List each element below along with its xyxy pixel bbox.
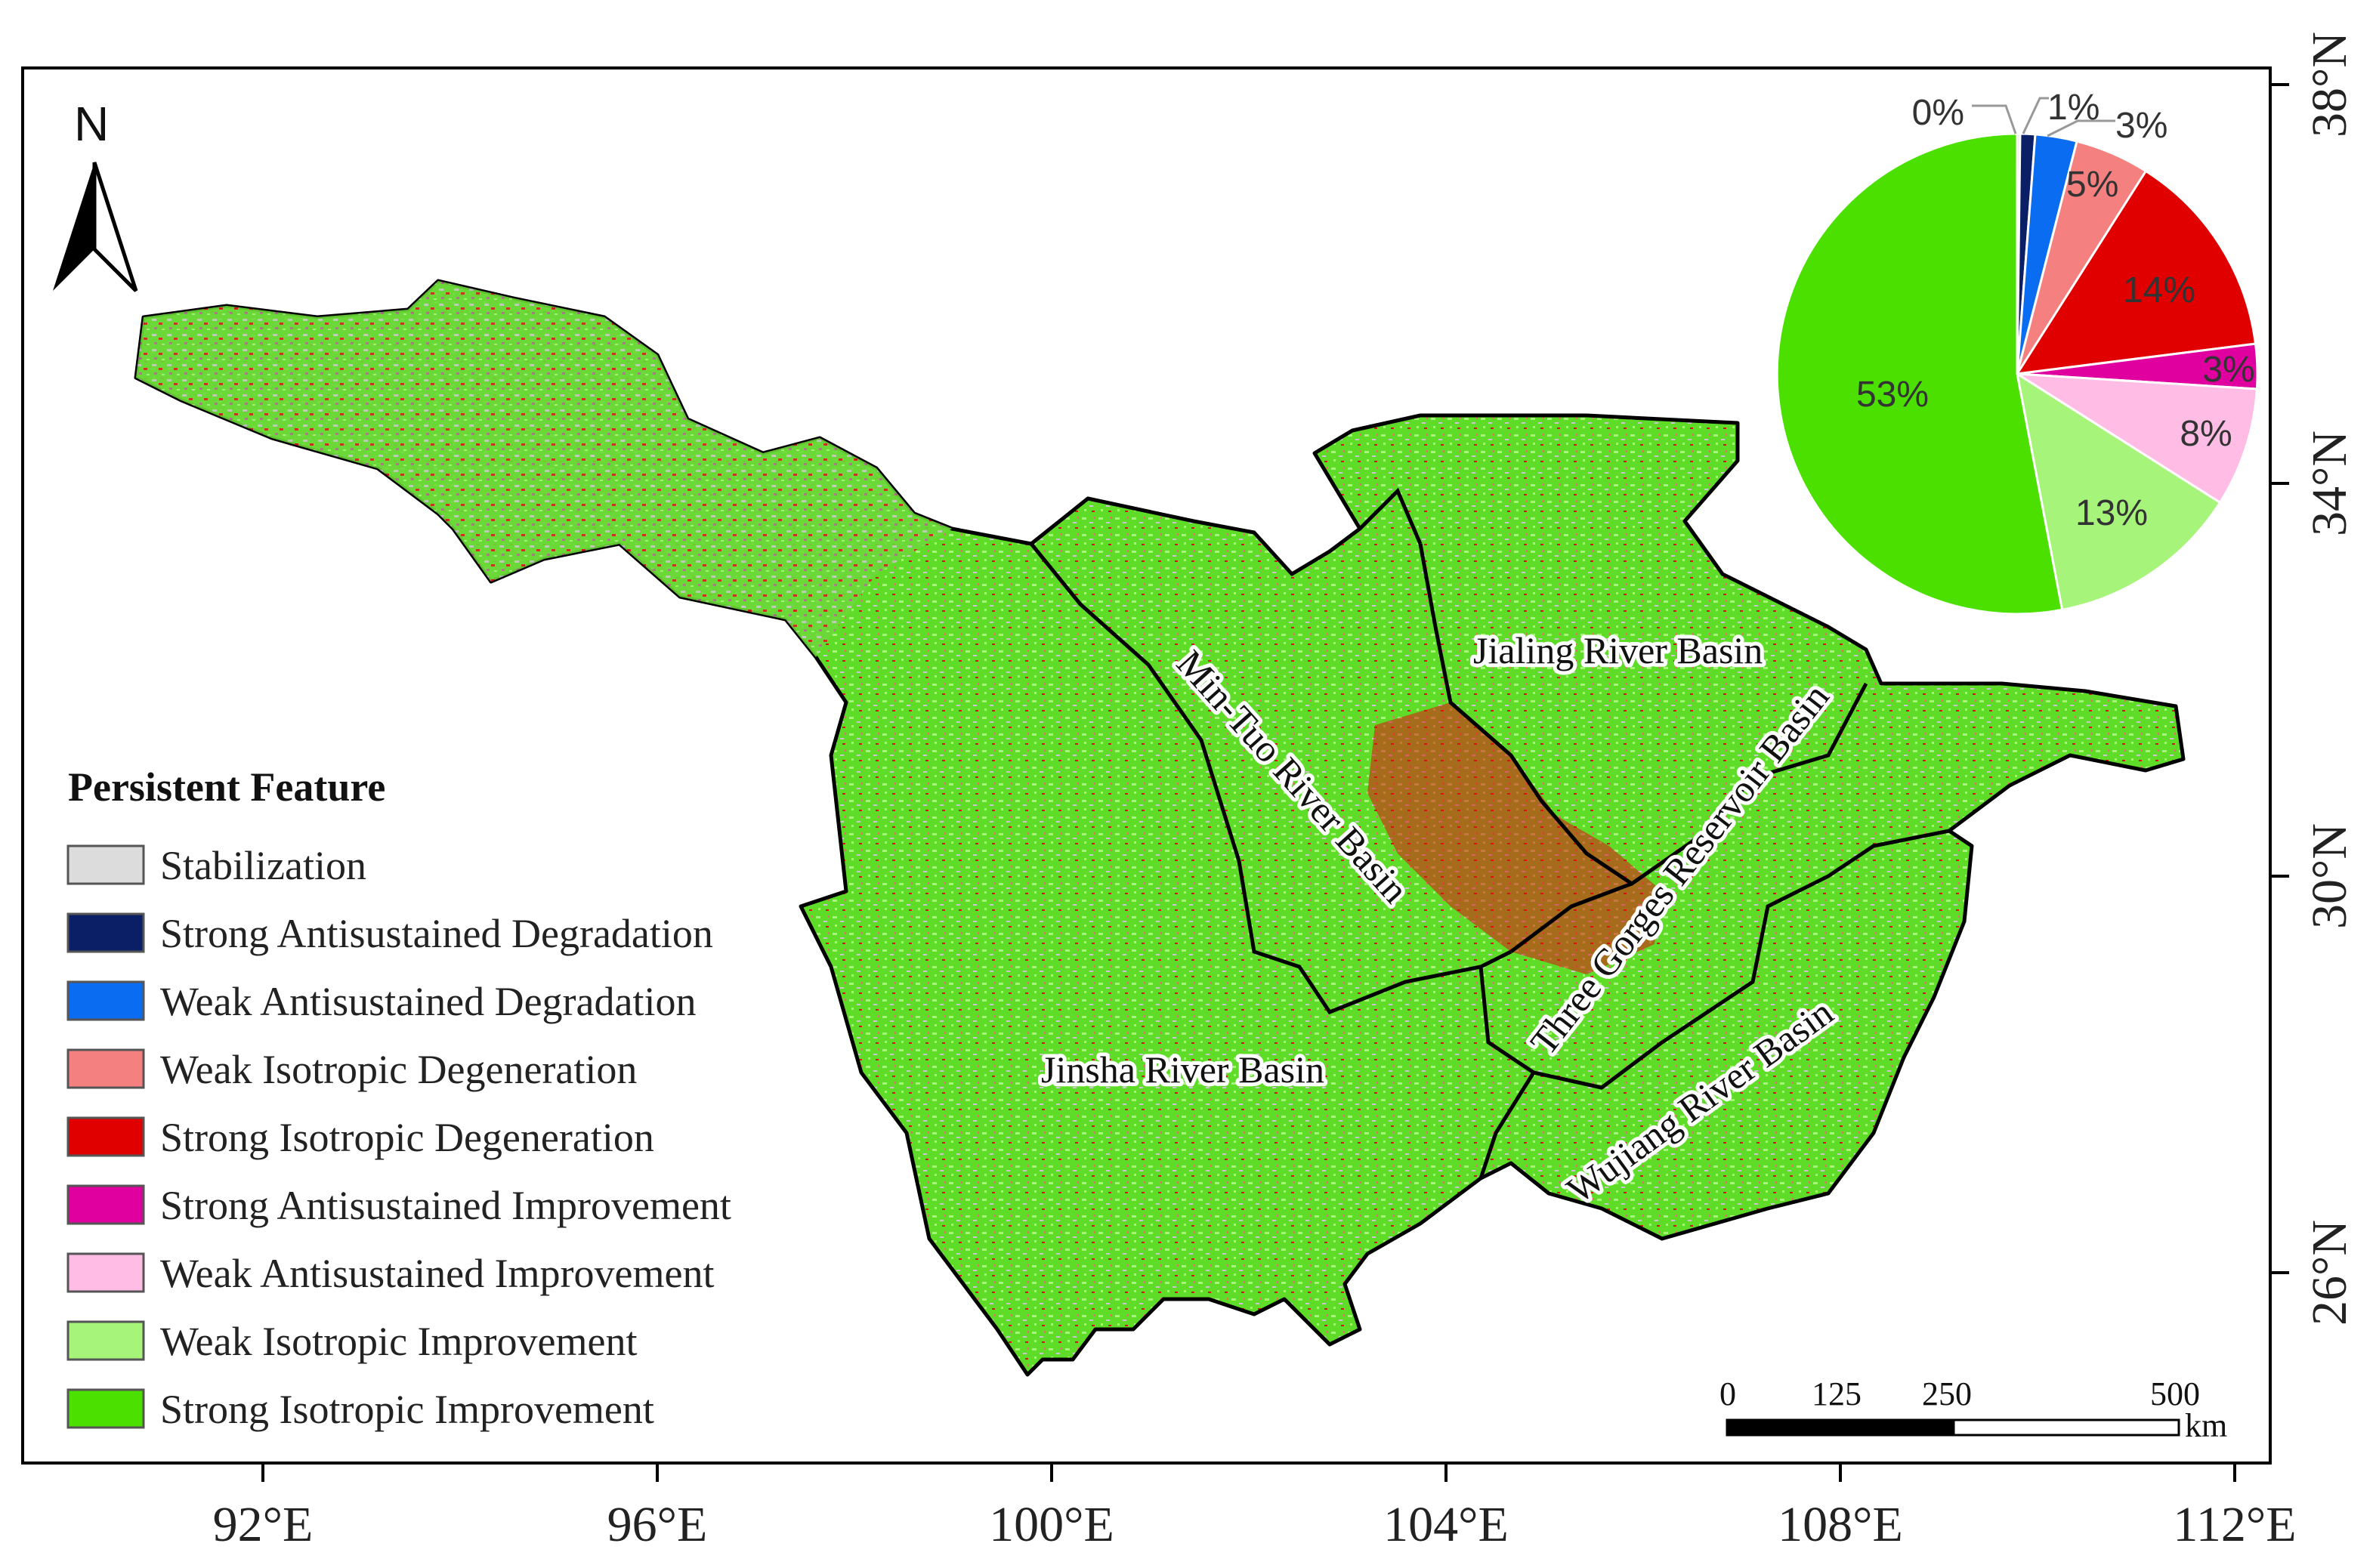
pie-slice-label: 3% <box>2202 350 2254 390</box>
legend-label: Weak Isotropic Degeneration <box>160 1047 637 1092</box>
legend-swatch <box>66 1116 145 1157</box>
x-tick-label: 96°E <box>607 1497 708 1552</box>
boundary-wujiang-north <box>1478 829 1950 1090</box>
legend-swatch <box>66 912 145 953</box>
sichuan-degradation-zone <box>1367 702 1662 974</box>
legend-swatch <box>66 1388 145 1429</box>
legend-swatch <box>66 1252 145 1293</box>
legend-label: Strong Isotropic Improvement <box>160 1387 654 1432</box>
pie-slice-label: 5% <box>2066 165 2118 205</box>
legend: Persistent Feature Stabilization Strong A… <box>66 764 731 1432</box>
y-tick-label: 30°N <box>2302 823 2357 929</box>
pie-slice-label: 0% <box>1912 93 1964 133</box>
north-arrow-left-half <box>53 162 94 291</box>
legend-label: Strong Antisustained Degradation <box>160 911 713 956</box>
basin-label-jinsha: Jinsha River Basin <box>1041 1048 1324 1091</box>
legend-items: Stabilization Strong Antisustained Degrad… <box>66 843 731 1432</box>
x-tick-label: 108°E <box>1778 1497 1903 1552</box>
boundary-jialing-north <box>1358 487 1423 545</box>
basin-label-jialing: Jialing River Basin <box>1473 629 1763 671</box>
x-tick-label: 100°E <box>989 1497 1114 1552</box>
boundary-wujiang-west <box>1478 1071 1536 1179</box>
north-arrow-right-half <box>92 162 138 292</box>
legend-swatch <box>66 1048 145 1089</box>
pie-slice <box>2015 169 2257 375</box>
boundary-three-gorges <box>1509 682 1868 953</box>
boundary-jinsha-mintuo <box>1030 542 1512 1015</box>
y-tick-label: 26°N <box>2302 1220 2357 1326</box>
pie-slice-label: 3% <box>2115 106 2167 146</box>
legend-swatch <box>66 1184 145 1225</box>
legend-label: Weak Antisustained Degradation <box>160 979 696 1024</box>
pie-slice-label: 13% <box>2075 493 2148 533</box>
pie-leader-line <box>1972 104 2017 134</box>
pie-slice <box>2016 372 2258 505</box>
legend-label: Strong Antisustained Improvement <box>160 1183 731 1228</box>
x-tick-label: 112°E <box>2173 1497 2296 1552</box>
north-arrow-label: N <box>74 97 109 151</box>
scale-tick-250: 250 <box>1922 1375 1972 1412</box>
y-tick-label: 38°N <box>2302 32 2357 137</box>
boundary-mintuo-jialing <box>1418 543 1633 886</box>
scale-bar-white-segment <box>1952 1418 2180 1437</box>
legend-swatch <box>66 844 145 885</box>
y-axis: 38°N 34°N 30°N 26°N <box>2270 32 2357 1326</box>
pie-slice-label: 1% <box>2047 88 2099 128</box>
pie-slice <box>1775 132 2064 616</box>
legend-label: Strong Isotropic Degeneration <box>160 1115 654 1160</box>
x-axis: 92°E 96°E 100°E 104°E 108°E 112°E <box>213 1463 2297 1552</box>
legend-label: Weak Isotropic Improvement <box>160 1319 637 1364</box>
pie-leader-line <box>2022 97 2049 134</box>
pie-slice-label: 53% <box>1856 375 1929 415</box>
pie-chart: 0% 1% 3%5%14%3%8%13%53% <box>1775 88 2259 616</box>
legend-swatch <box>66 1320 145 1361</box>
scale-bar: 0 125 250 500 km <box>1719 1375 2227 1444</box>
scale-unit: km <box>2185 1407 2227 1444</box>
western-plateau-texture <box>136 281 952 657</box>
x-tick-label: 104°E <box>1383 1497 1509 1552</box>
y-tick-label: 34°N <box>2302 431 2357 536</box>
x-tick-label: 92°E <box>213 1497 314 1552</box>
pie-slice-label: 8% <box>2180 414 2232 454</box>
pie-slice-label: 14% <box>2123 270 2195 310</box>
legend-label: Stabilization <box>160 843 366 888</box>
legend-label: Weak Antisustained Improvement <box>160 1251 714 1296</box>
legend-title: Persistent Feature <box>68 764 385 810</box>
scale-tick-0: 0 <box>1719 1375 1736 1412</box>
legend-swatch <box>66 980 145 1021</box>
scale-tick-125: 125 <box>1812 1375 1862 1412</box>
pie-slice <box>2015 371 2222 612</box>
scale-tick-500: 500 <box>2150 1375 2200 1412</box>
basin-region <box>134 279 2186 1377</box>
pie-leader-line <box>2047 119 2115 137</box>
north-arrow: N <box>53 97 138 292</box>
scale-bar-black-segment <box>1726 1418 1955 1437</box>
